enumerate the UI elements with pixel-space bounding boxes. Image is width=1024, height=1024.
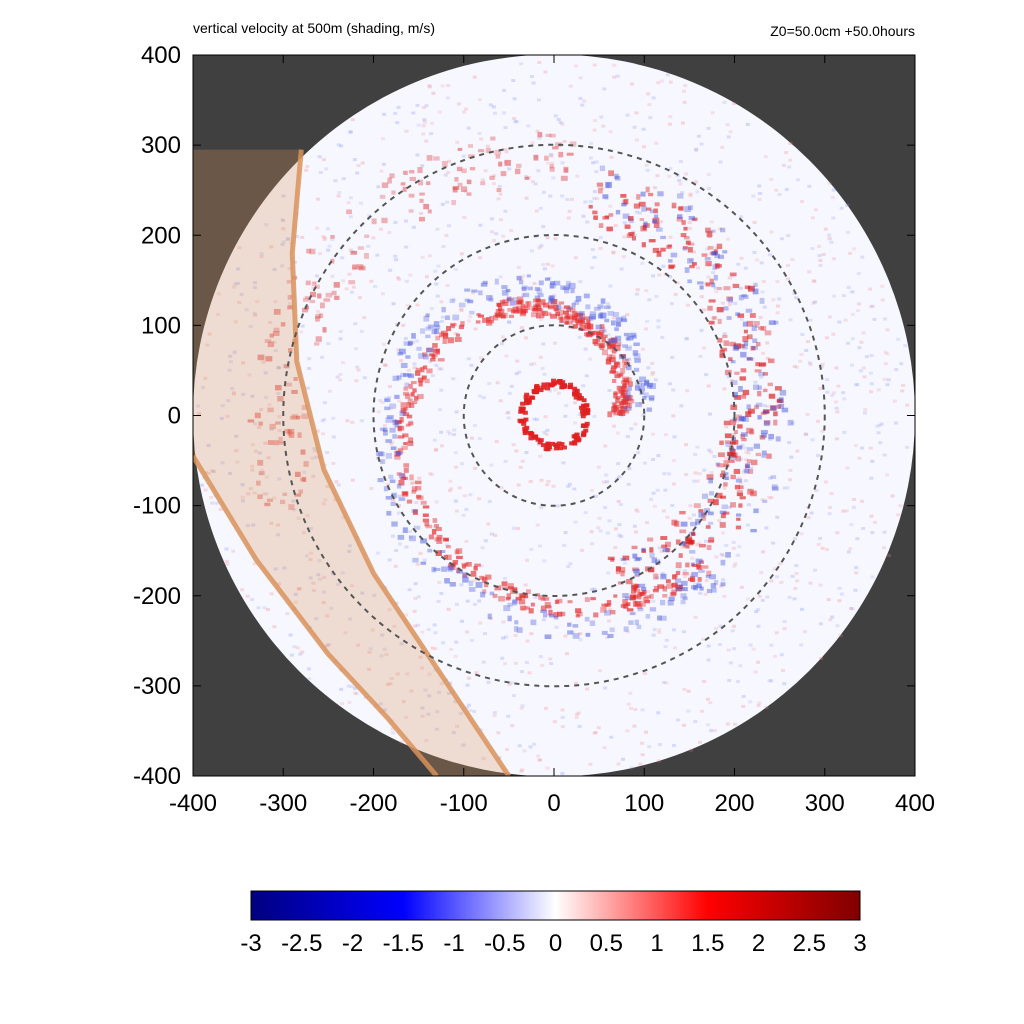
radius-circles (282, 143, 826, 688)
y-tick-label: -400 (133, 763, 181, 790)
x-tick-label: 300 (805, 790, 845, 817)
colorbar-tick-label: 2 (752, 930, 765, 957)
shaded-region (193, 149, 511, 776)
x-tick-label: -300 (259, 790, 307, 817)
x-tick-label: -400 (169, 790, 217, 817)
y-axis: 400 300 200 100 0 -100 -200 -300 -400 (133, 42, 915, 790)
colorbar-tick-label: 0 (549, 930, 562, 957)
x-tick-label: -100 (440, 790, 488, 817)
colorbar-tick-label: 1 (650, 930, 663, 957)
radius-circle-200 (372, 234, 736, 597)
colorbar-tick-label: -1 (443, 930, 464, 957)
x-tick-label: 100 (624, 790, 664, 817)
x-tick-label: 400 (895, 790, 935, 817)
x-tick-label: 200 (714, 790, 754, 817)
chart-subtitle: Z0=50.0cm +50.0hours (770, 23, 915, 39)
radius-circle-100 (462, 324, 646, 507)
y-tick-label: 200 (141, 222, 181, 249)
y-tick-label: 100 (141, 312, 181, 339)
x-tick-label: 0 (547, 790, 560, 817)
colorbar-tick-label: -1.5 (383, 930, 424, 957)
y-tick-label: 300 (141, 132, 181, 159)
velocity-field (196, 60, 910, 776)
colorbar-tick-label: -3 (240, 930, 261, 957)
colorbar-tick-label: 3 (853, 930, 866, 957)
colorbar-tick-label: -2.5 (281, 930, 322, 957)
y-tick-label: -100 (133, 493, 181, 520)
x-tick-label: -200 (349, 790, 397, 817)
y-tick-label: -300 (133, 673, 181, 700)
y-tick-label: -200 (133, 583, 181, 610)
colorbar-tick-label: 0.5 (590, 930, 623, 957)
colorbar-tick-label: -0.5 (484, 930, 525, 957)
colorbar-tick-label: -2 (342, 930, 363, 957)
colorbar-ticks: -3 -2.5 -2 -1.5 -1 -0.5 0 0.5 1 1.5 2 2.5 3 (240, 930, 866, 957)
y-tick-label: 0 (168, 403, 181, 430)
colorbar (250, 890, 861, 921)
chart-title: vertical velocity at 500m (shading, m/s) (193, 20, 435, 36)
domain-disc (193, 55, 915, 776)
radius-circle-300 (282, 143, 826, 688)
colorbar-tick-label: 1.5 (691, 930, 724, 957)
x-axis: -400 -300 -200 -100 0 100 200 300 400 (169, 55, 935, 817)
colorbar-tick-label: 2.5 (793, 930, 826, 957)
y-tick-label: 400 (141, 42, 181, 69)
